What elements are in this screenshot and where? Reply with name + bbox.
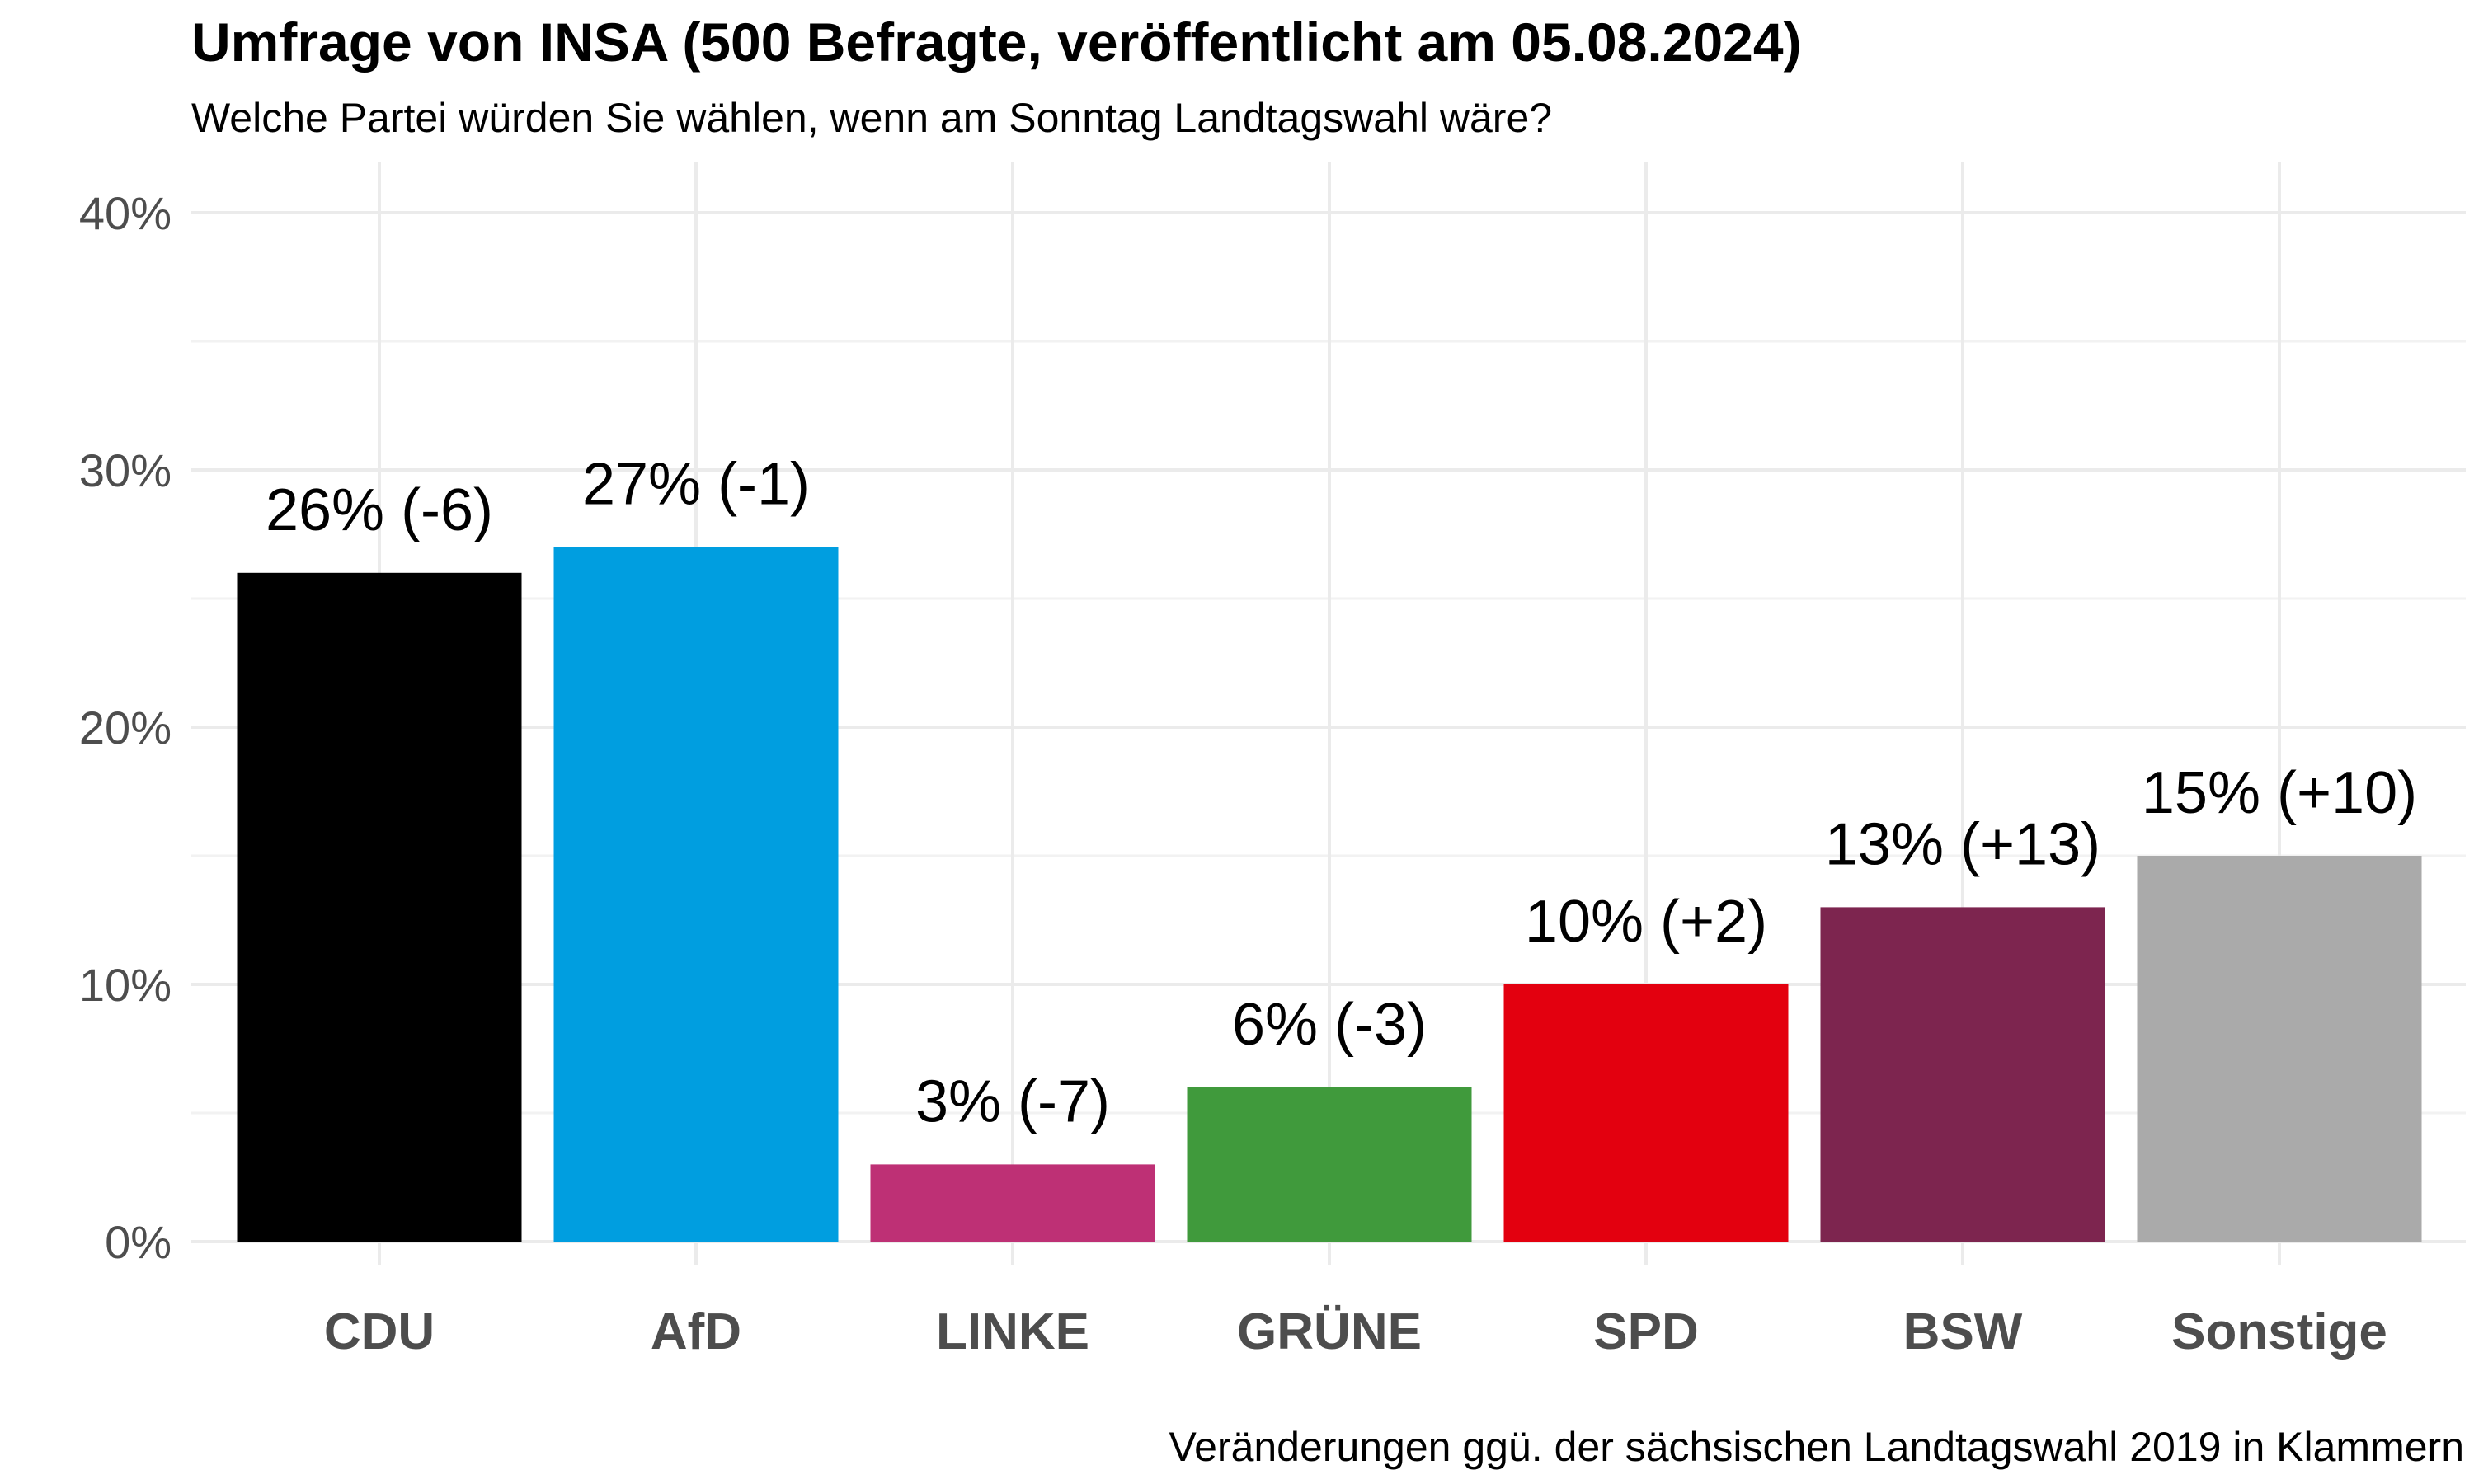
y-tick-label: 30% xyxy=(79,444,172,496)
x-tick-label: CDU xyxy=(324,1303,435,1360)
bar-label-afd: 27% (-1) xyxy=(582,452,810,518)
y-tick-label: 20% xyxy=(79,702,172,754)
y-axis: 0% 10% 20% 30% 40% xyxy=(79,187,172,1268)
x-tick-label: LINKE xyxy=(936,1303,1089,1360)
bar-grüne xyxy=(1187,1087,1472,1242)
bar-label-spd: 10% (+2) xyxy=(1525,889,1767,955)
chart-title: Umfrage von INSA (500 Befragte, veröffen… xyxy=(191,12,1802,73)
bar-label-linke: 3% (-7) xyxy=(915,1068,1110,1134)
x-tick-label: Sonstige xyxy=(2171,1303,2387,1360)
bar-cdu xyxy=(237,572,522,1242)
bar-spd xyxy=(1503,984,1789,1242)
x-tick-label: GRÜNE xyxy=(1237,1303,1422,1360)
y-tick-label: 0% xyxy=(105,1216,172,1268)
bar-sonstige xyxy=(2137,856,2422,1242)
y-tick-label: 40% xyxy=(79,187,172,239)
x-tick-label: BSW xyxy=(1903,1303,2023,1360)
bar-label-grüne: 6% (-3) xyxy=(1232,992,1427,1058)
bar-label-sonstige: 15% (+10) xyxy=(2142,760,2417,826)
bar-bsw xyxy=(1820,907,2105,1242)
bar-label-cdu: 26% (-6) xyxy=(266,477,493,543)
bar-linke xyxy=(870,1164,1155,1242)
bar-afd xyxy=(553,547,839,1242)
bars xyxy=(237,547,2422,1242)
x-axis: CDU AfD LINKE GRÜNE SPD BSW Sonstige xyxy=(324,1303,2387,1360)
x-tick-label: AfD xyxy=(651,1303,741,1360)
chart-caption: Veränderungen ggü. der sächsischen Landt… xyxy=(1169,1424,2464,1470)
y-tick-label: 10% xyxy=(79,959,172,1011)
chart-subtitle: Welche Partei würden Sie wählen, wenn am… xyxy=(191,95,1552,141)
x-tick-label: SPD xyxy=(1593,1303,1698,1360)
bar-value-labels: 26% (-6) 27% (-1) 3% (-7) 6% (-3) 10% (+2) 13… xyxy=(266,452,2417,1135)
bar-label-bsw: 13% (+13) xyxy=(1825,811,2100,877)
